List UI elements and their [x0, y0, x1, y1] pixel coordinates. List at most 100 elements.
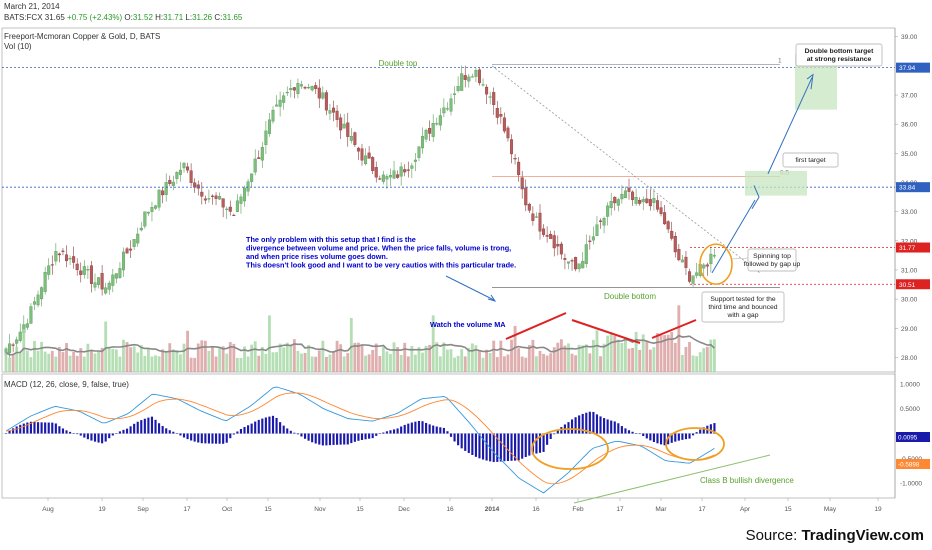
candle-body: [712, 255, 716, 257]
price-label-text: 31.77: [899, 245, 916, 252]
macd-histogram-bar: [542, 433, 545, 452]
volume-bar: [104, 321, 108, 372]
volume-bar: [524, 357, 528, 372]
macd-histogram-bar: [165, 428, 168, 434]
volume-bar: [82, 356, 86, 372]
candle-body: [282, 95, 286, 103]
macd-tick-label: 1.0000: [900, 381, 920, 388]
volume-bar: [527, 344, 531, 372]
trend-line-dotted: [491, 65, 761, 274]
x-tick-label: 19: [874, 506, 882, 513]
volume-bar: [228, 342, 232, 372]
volume-bar: [157, 356, 161, 372]
candle-body: [328, 110, 332, 114]
x-tick-label: 15: [784, 506, 792, 513]
macd-indicator-label: MACD (12, 26, close, 9, false, true): [4, 380, 129, 389]
candle-body: [75, 263, 79, 271]
candle-body: [285, 91, 289, 94]
volume-bar: [367, 354, 371, 372]
macd-value-label-box: [896, 432, 930, 442]
callout-support-line: third time and bounced: [708, 304, 777, 311]
callout-target-line: Double bottom target: [805, 48, 874, 55]
candle-body: [684, 256, 688, 268]
x-tick-label: 17: [698, 506, 706, 513]
candle-body: [445, 108, 449, 110]
candle-body: [335, 110, 339, 120]
macd-histogram-bar: [51, 422, 54, 434]
volume-bar: [673, 342, 677, 372]
candle-body: [602, 218, 606, 226]
macd-histogram-bar: [499, 433, 502, 462]
x-tick-label: Oct: [222, 506, 232, 513]
volume-bar: [570, 353, 574, 372]
macd-histogram-bar: [638, 433, 641, 435]
macd-histogram-bar: [61, 428, 65, 434]
macd-histogram-bar: [314, 433, 317, 444]
note-arrow: [445, 275, 495, 301]
macd-histogram-bar: [58, 426, 61, 434]
volume-bar: [577, 344, 581, 372]
volume-bar: [275, 352, 278, 372]
macd-histogram-bar: [140, 420, 143, 434]
volume-bar: [556, 342, 560, 372]
candle-body: [260, 147, 264, 161]
candle-body: [200, 191, 204, 197]
volume-bar: [435, 342, 439, 372]
candle-body: [225, 208, 229, 210]
macd-histogram-bar: [635, 433, 638, 434]
volume-bar: [86, 343, 90, 372]
x-tick-label: Nov: [314, 506, 326, 513]
volume-bar: [90, 349, 93, 372]
volume-bar: [25, 350, 29, 372]
macd-histogram-bar: [247, 425, 250, 434]
candle-body: [431, 123, 435, 137]
candle-body: [609, 200, 613, 209]
volume-bar: [68, 355, 72, 372]
macd-histogram-bar: [197, 433, 200, 443]
volume-bar: [132, 346, 136, 372]
macd-histogram-bar: [289, 430, 292, 434]
x-tick-label: May: [824, 506, 837, 513]
macd-histogram-bar: [617, 423, 620, 434]
macd-histogram-bar: [90, 433, 93, 441]
volume-bar: [584, 344, 588, 372]
macd-histogram-bar: [47, 422, 50, 434]
candle-body: [82, 266, 86, 275]
x-tick-label: 16: [532, 506, 540, 513]
macd-histogram-bar: [218, 433, 221, 444]
macd-histogram-bar: [453, 433, 456, 442]
volume-bar: [705, 346, 709, 372]
macd-histogram-bar: [435, 426, 438, 434]
volume-bar: [65, 343, 68, 372]
macd-histogram-bar: [161, 426, 164, 434]
volume-bar: [535, 356, 538, 372]
x-tick-label: Apr: [740, 506, 751, 513]
last-price: 31.65: [44, 13, 65, 22]
macd-histogram-bar: [695, 432, 698, 434]
macd-histogram-bar: [478, 433, 481, 459]
callout-support-line: Support tested for the: [710, 296, 776, 303]
macd-histogram-bar: [357, 433, 360, 441]
macd-histogram-bar: [599, 416, 602, 434]
candle-body: [677, 248, 681, 261]
candle-body: [460, 73, 464, 91]
macd-histogram-bar: [417, 420, 421, 434]
candle-body: [296, 83, 300, 94]
macd-histogram-bar: [400, 426, 403, 434]
candle-body: [68, 258, 72, 260]
volume-indicator-label: Vol (10): [4, 42, 32, 51]
candle-body: [659, 207, 663, 215]
macd-histogram-bar: [182, 433, 186, 438]
volume-bar: [161, 349, 165, 372]
volume-bar: [139, 345, 143, 372]
volume-bar: [285, 342, 289, 372]
volume-bar: [641, 334, 645, 372]
candle-body: [72, 256, 76, 263]
candle-body: [549, 234, 553, 239]
candle-body: [171, 181, 175, 186]
candle-body: [89, 265, 93, 284]
macd-histogram-bar: [239, 429, 243, 434]
candle-body: [292, 87, 296, 91]
macd-histogram-bar: [229, 433, 232, 439]
candle-body: [8, 343, 12, 354]
